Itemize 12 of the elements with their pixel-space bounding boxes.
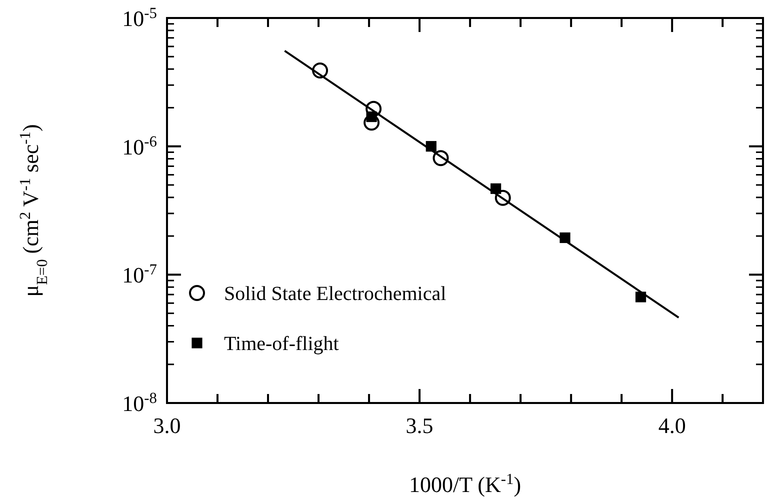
- x-tick-label: 3.0: [153, 413, 181, 438]
- x-tick-label: 4.0: [658, 413, 686, 438]
- y-tick-label: 10$^{-7}$: [122, 261, 158, 288]
- y-tick-label: 10$^{-6}$: [122, 132, 158, 160]
- point: [635, 292, 646, 302]
- legend-label: Solid State Electrochemical: [224, 283, 447, 305]
- point: [366, 111, 377, 122]
- x-axis-title: 1000/T (K$^{-1}$): [408, 470, 522, 497]
- y-tick-label: 10$^{-5}$: [122, 4, 158, 31]
- legend-label: Time-of-flight: [224, 333, 340, 355]
- y-tick-label: 10$^{-8}$: [122, 390, 158, 416]
- x-tick-label: 3.5: [406, 413, 434, 438]
